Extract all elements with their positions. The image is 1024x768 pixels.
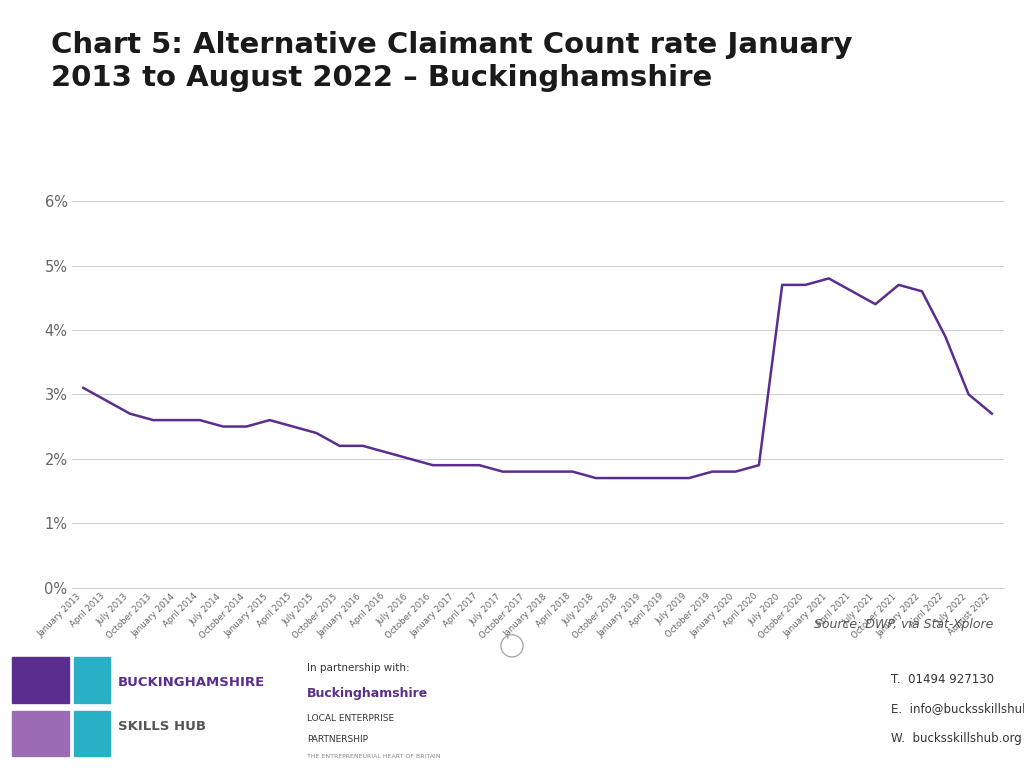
Bar — [12, 711, 69, 756]
Text: Buckinghamshire: Buckinghamshire — [307, 687, 428, 700]
Text: Source: DWP, via Stat-Xplore: Source: DWP, via Stat-Xplore — [814, 618, 993, 631]
Text: In partnership with:: In partnership with: — [307, 664, 410, 674]
Text: SKILLS HUB: SKILLS HUB — [118, 720, 206, 733]
Text: BUCKINGHAMSHIRE: BUCKINGHAMSHIRE — [118, 676, 265, 689]
Bar — [74, 657, 110, 703]
Text: W.  bucksskillshub.org: W. bucksskillshub.org — [891, 733, 1022, 745]
Text: LOCAL ENTERPRISE: LOCAL ENTERPRISE — [307, 714, 394, 723]
Text: E.  info@bucksskillshub.org: E. info@bucksskillshub.org — [891, 703, 1024, 716]
Bar — [74, 711, 110, 756]
Text: PARTNERSHIP: PARTNERSHIP — [307, 735, 369, 743]
Text: THE ENTREPRENEURIAL HEART OF BRITAIN: THE ENTREPRENEURIAL HEART OF BRITAIN — [307, 753, 440, 759]
Text: T.  01494 927130: T. 01494 927130 — [891, 673, 994, 686]
Bar — [12, 657, 69, 703]
Text: Chart 5: Alternative Claimant Count rate January
2013 to August 2022 – Buckingha: Chart 5: Alternative Claimant Count rate… — [51, 31, 853, 92]
